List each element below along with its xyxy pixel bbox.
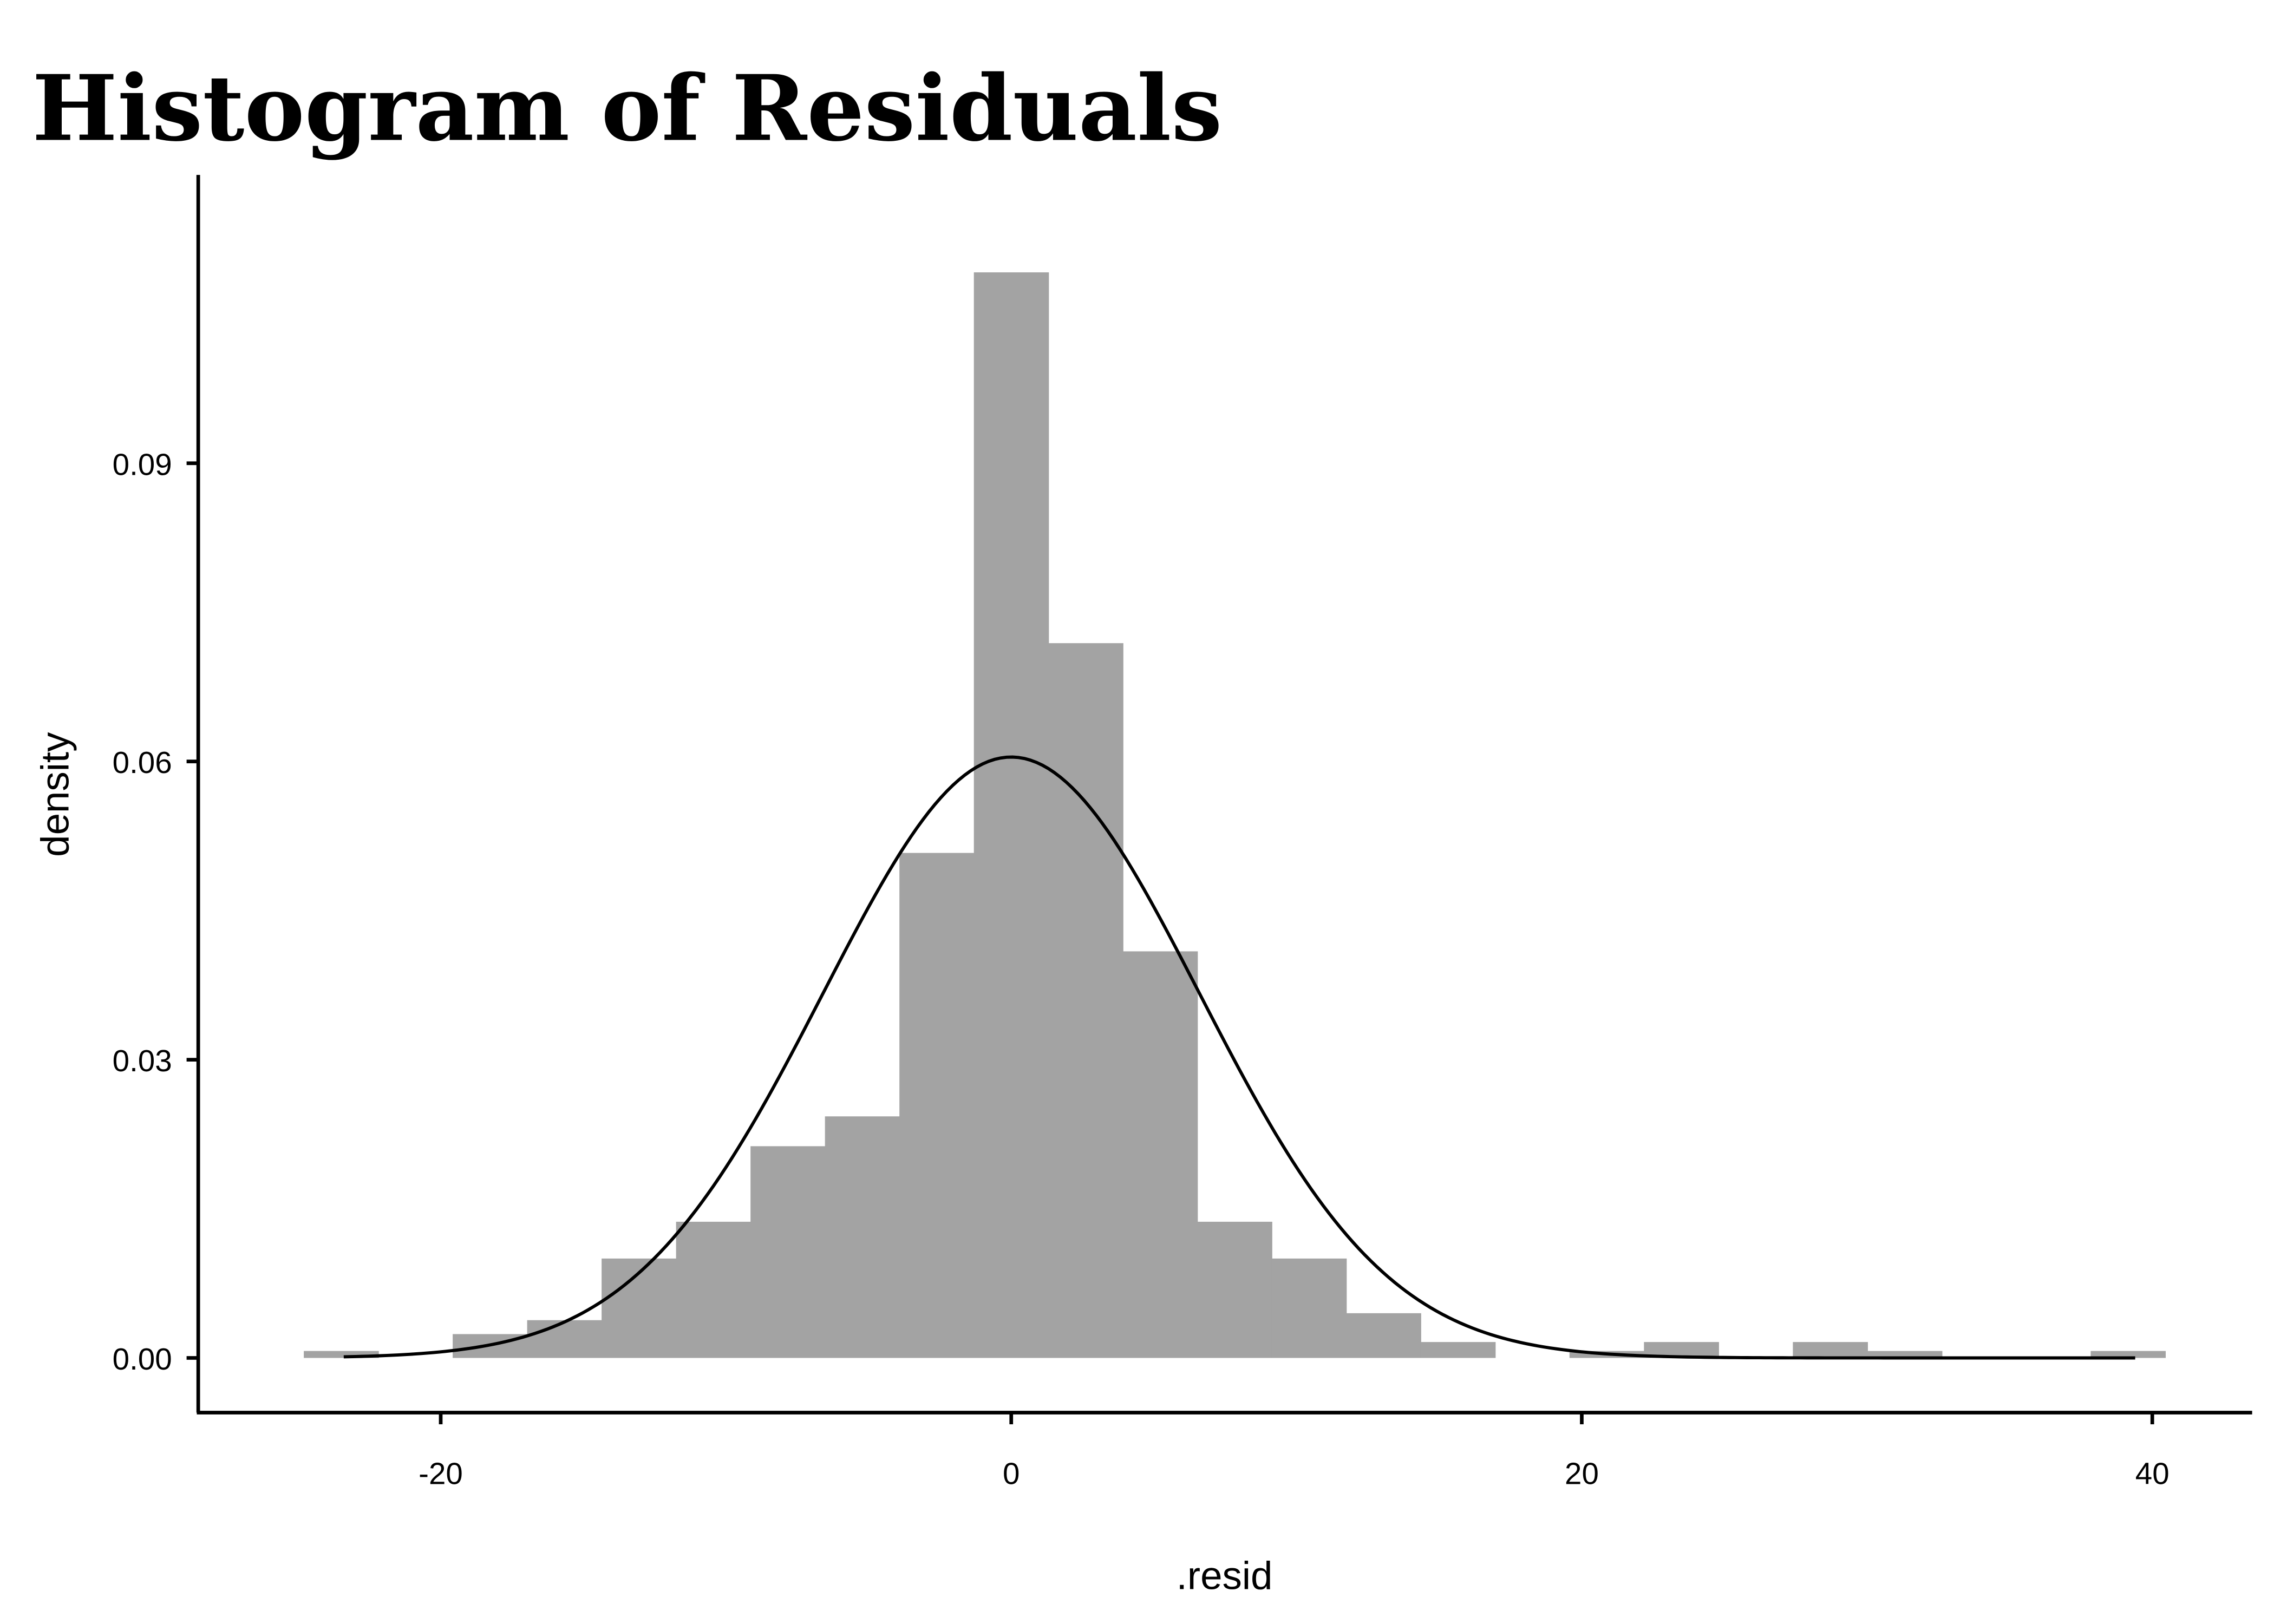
histogram-bar xyxy=(1122,951,1198,1358)
y-tick-label: 0.03 xyxy=(113,1044,172,1078)
histogram-bar xyxy=(1346,1313,1421,1358)
histogram-bar xyxy=(527,1320,603,1358)
y-tick-label: 0.09 xyxy=(113,447,172,481)
normal-density-curve xyxy=(343,755,2135,1360)
x-tick-label: 0 xyxy=(1003,1456,1020,1490)
histogram-bar xyxy=(1197,1221,1272,1358)
histogram-bar xyxy=(1048,643,1123,1358)
histogram-bar xyxy=(602,1258,677,1358)
histogram-bar xyxy=(1793,1342,1868,1358)
y-ticks: 0.00 0.03 0.06 0.09 xyxy=(113,447,199,1376)
y-tick-label: 0.06 xyxy=(113,745,172,780)
histogram-bar xyxy=(825,1116,900,1358)
histogram-bar xyxy=(1867,1351,1943,1358)
histogram-bar xyxy=(2090,1351,2166,1358)
x-tick-label: 40 xyxy=(2135,1456,2170,1490)
x-tick-label: 20 xyxy=(1565,1456,1599,1490)
histogram-bar xyxy=(899,853,975,1358)
y-tick-label: 0.00 xyxy=(113,1342,172,1376)
histogram-bar xyxy=(1271,1258,1347,1358)
histogram-bar xyxy=(750,1146,826,1358)
x-ticks: -20 0 20 40 xyxy=(419,1412,2170,1490)
y-axis-label: density xyxy=(34,732,77,857)
histogram-bar xyxy=(676,1221,752,1358)
chart-title: Histogram of Residuals xyxy=(32,56,1222,162)
histogram-bar xyxy=(1420,1342,1496,1358)
histogram-bar xyxy=(973,272,1049,1358)
x-axis-label: .resid xyxy=(1177,1554,1273,1597)
bars-group xyxy=(304,272,2166,1358)
x-tick-label: -20 xyxy=(419,1456,463,1490)
